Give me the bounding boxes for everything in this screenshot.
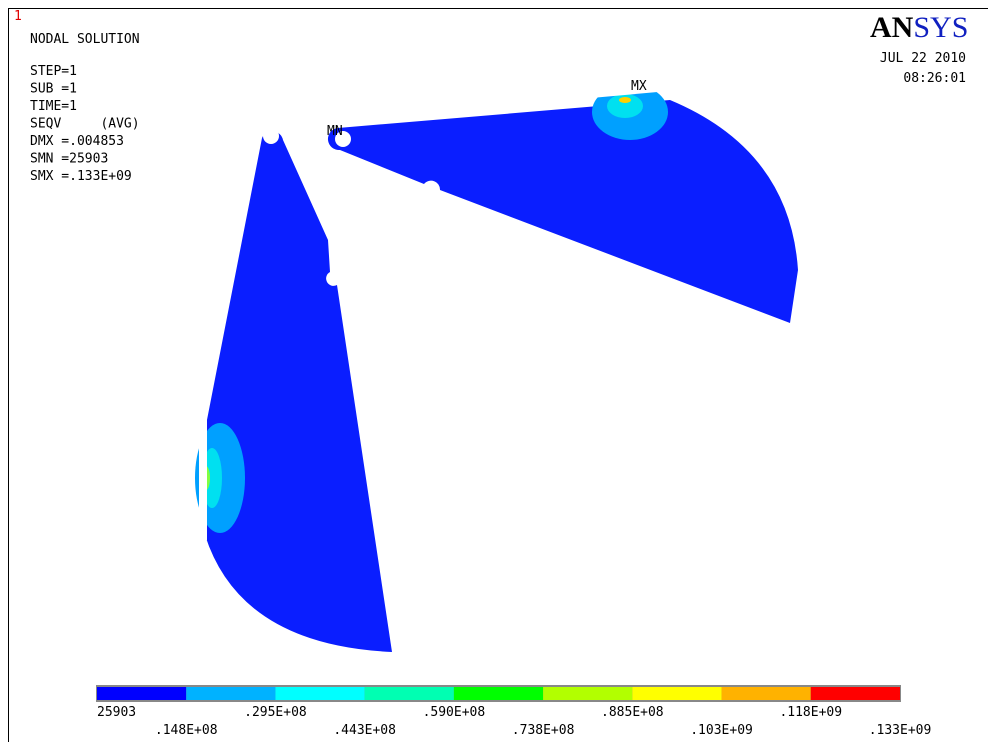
logo-bold: AN	[870, 11, 914, 44]
info-line: SMX =.133E+09	[30, 169, 132, 184]
edge-mask	[199, 420, 207, 540]
legend-swatch	[186, 687, 275, 700]
legend-swatch	[811, 687, 900, 700]
legend-swatch	[543, 687, 632, 700]
info-line: DMX =.004853	[30, 134, 124, 149]
pin-hole	[263, 128, 279, 144]
info-line: NODAL SOLUTION	[30, 32, 140, 47]
date: JUL 22 2010	[880, 51, 966, 66]
legend-label: .148E+08	[155, 723, 218, 738]
legend-label: .590E+08	[423, 705, 486, 720]
page: {"window_number": "1", "info_lines": ["N…	[0, 0, 988, 742]
stress-zone	[619, 97, 631, 103]
legend-label: .738E+08	[512, 723, 575, 738]
window-number: 1	[14, 9, 22, 24]
min-marker: MN	[327, 124, 343, 139]
legend-label: .295E+08	[244, 705, 307, 720]
legend-label: .443E+08	[333, 723, 396, 738]
legend-swatch	[722, 687, 811, 700]
legend-swatch	[632, 687, 721, 700]
info-line: SEQV (AVG)	[30, 117, 140, 132]
info-line: TIME=1	[30, 99, 77, 114]
plot-window: 1 NODAL SOLUTION STEP=1 SUB =1 TIME=1 SEQV (…	[0, 0, 988, 742]
info-line: SMN =25903	[30, 152, 108, 167]
legend-swatch	[454, 687, 543, 700]
time: 08:26:01	[903, 71, 966, 86]
logo-rest: SYS	[913, 11, 968, 44]
legend-label: .118E+09	[779, 705, 842, 720]
legend-swatch	[365, 687, 454, 700]
legend-label: .885E+08	[601, 705, 664, 720]
legend-label: .133E+09	[869, 723, 932, 738]
legend-label: 25903	[97, 705, 136, 720]
legend-swatch	[275, 687, 364, 700]
max-marker: MX	[631, 79, 647, 94]
logo: ANSYS	[870, 11, 968, 44]
info-line: STEP=1	[30, 64, 77, 79]
info-line: SUB =1	[30, 82, 77, 97]
legend-label: .103E+09	[690, 723, 753, 738]
legend-swatch	[97, 687, 186, 700]
